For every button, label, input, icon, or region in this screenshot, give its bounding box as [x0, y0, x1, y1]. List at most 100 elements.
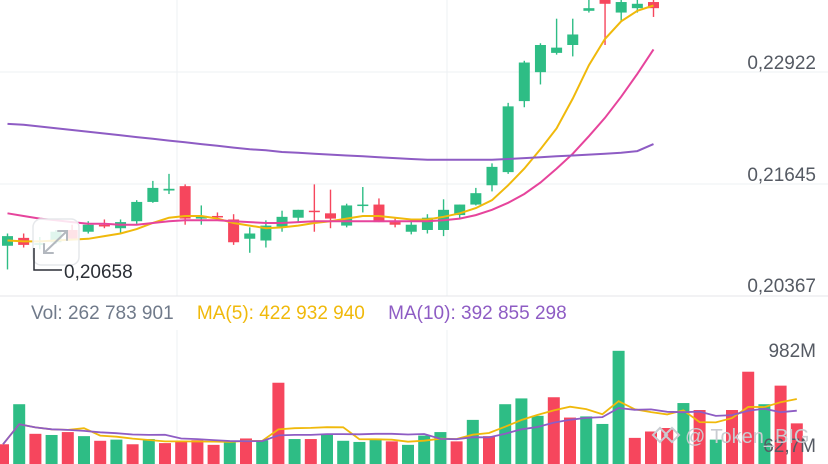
candle-body — [534, 44, 546, 73]
candle-body — [131, 201, 143, 222]
volume-bar — [531, 415, 544, 464]
candle-body — [421, 217, 433, 230]
volume-legend: Vol: 262 783 901 MA(5): 422 932 940 MA(1… — [31, 303, 567, 324]
candle — [308, 184, 320, 232]
candle — [228, 214, 240, 245]
expand-button[interactable] — [32, 218, 80, 266]
candle-body — [147, 187, 159, 202]
candle-body — [502, 106, 514, 173]
candle-body — [308, 210, 320, 213]
volume-ma-line-ma5 — [2, 398, 797, 445]
candle-body — [357, 204, 369, 207]
watermark-logo-icon — [651, 426, 681, 444]
volume-bar — [337, 440, 350, 464]
min-price-marker: 0,20658 — [33, 248, 133, 283]
candle — [115, 219, 127, 234]
expand-icon[interactable] — [43, 230, 68, 254]
volume-bar — [385, 441, 398, 464]
volume-bar — [78, 436, 90, 464]
volume-bar — [223, 440, 236, 464]
volume-legend-ma10: MA(10): 392 855 298 — [388, 303, 567, 324]
candle — [470, 187, 482, 206]
volume-bar — [94, 440, 107, 464]
volume-bar — [596, 423, 609, 464]
candle — [389, 218, 401, 228]
candle — [373, 198, 385, 223]
volume-ma-line-ma10 — [2, 407, 797, 445]
volume-bar — [450, 441, 463, 464]
volume-bar — [693, 410, 706, 464]
candle-body — [599, 0, 611, 4]
watermark: @ Token_BIG — [651, 426, 809, 448]
candle-body — [583, 8, 595, 11]
volume-bars-layer — [0, 350, 803, 464]
candle-body — [567, 34, 579, 45]
volume-bar — [515, 398, 528, 464]
candle — [454, 204, 466, 219]
candle — [131, 200, 143, 224]
volume-bar — [774, 385, 787, 464]
candle-body — [82, 224, 94, 232]
price-ma-layer — [7, 4, 655, 243]
candle-body — [244, 233, 256, 239]
volume-tick-bottom: 62,7M — [763, 436, 816, 457]
candle — [163, 173, 175, 195]
candle — [260, 220, 272, 248]
candle-body — [648, 2, 659, 9]
candle — [341, 203, 353, 228]
volume-bar — [418, 435, 431, 464]
candle — [421, 214, 433, 234]
volume-bar — [742, 371, 755, 464]
candle — [615, 0, 627, 22]
candle — [534, 43, 546, 85]
candle-body — [518, 62, 530, 102]
candle-body — [631, 3, 643, 9]
candle-body — [615, 2, 627, 13]
volume-bar — [321, 434, 333, 464]
volume-bar — [175, 440, 188, 464]
volume-bar — [580, 416, 593, 464]
min-price-label: 0,20658 — [64, 262, 133, 283]
volume-bar — [61, 432, 74, 464]
candle-body — [454, 204, 466, 216]
candle — [292, 209, 304, 223]
volume-bar — [677, 403, 690, 464]
volume-bar — [272, 382, 285, 464]
candle-body — [228, 219, 240, 243]
candle — [486, 163, 498, 192]
candle — [567, 18, 579, 57]
candle — [244, 227, 256, 253]
candle — [147, 180, 159, 203]
volume-bar — [466, 419, 479, 464]
candle-body — [163, 188, 175, 191]
volume-bar — [709, 439, 722, 464]
candle-body — [341, 205, 353, 226]
volume-bar — [434, 432, 447, 464]
candle-body — [405, 224, 417, 232]
volume-legend-vol: Vol: 262 783 901 — [31, 303, 174, 324]
candle-body — [325, 213, 336, 219]
candle-body — [389, 222, 401, 225]
price-tick-1: 0,22922 — [747, 53, 816, 74]
volume-bar — [45, 434, 58, 464]
volume-legend-ma5: MA(5): 422 932 940 — [197, 303, 365, 324]
volume-bar — [790, 423, 803, 464]
volume-bar — [110, 439, 123, 464]
volume-ma-layer — [2, 398, 797, 445]
candle-body — [260, 225, 272, 241]
candle-body — [551, 47, 563, 53]
candle-body — [292, 209, 304, 218]
volume-bar — [29, 433, 42, 464]
volume-bar — [645, 431, 657, 464]
candle — [179, 184, 191, 225]
volume-tick-top: 982M — [768, 341, 816, 362]
candle-body — [179, 186, 191, 219]
candle-body — [98, 224, 110, 227]
volume-bar — [126, 444, 139, 464]
volume-bar — [0, 444, 9, 464]
volume-bar — [402, 444, 414, 464]
volume-bar — [256, 440, 269, 464]
volume-bar — [564, 417, 576, 464]
